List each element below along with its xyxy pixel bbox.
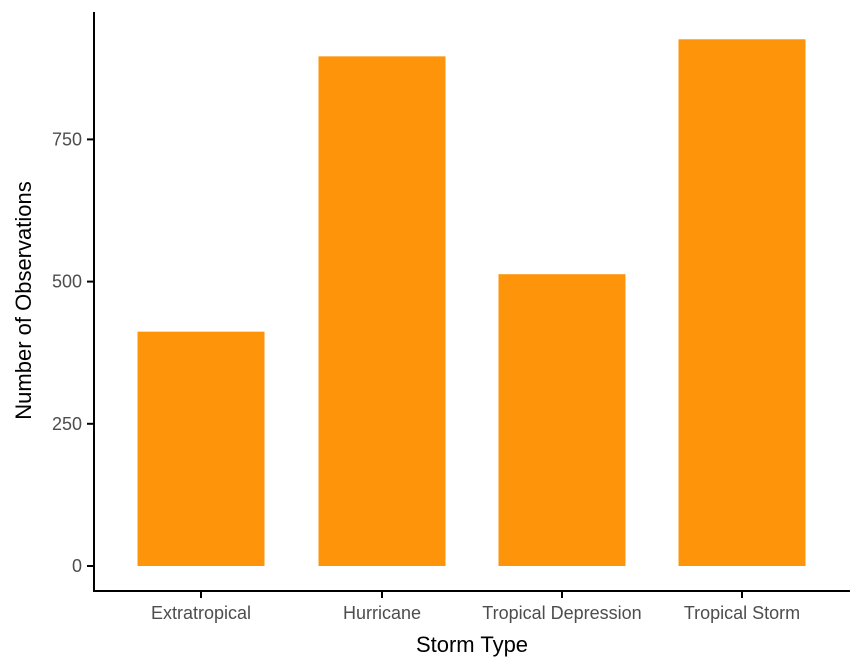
y-tick-label: 250 — [52, 414, 82, 434]
x-axis-title: Storm Type — [416, 632, 528, 657]
bar — [678, 39, 806, 566]
bars-group — [137, 39, 806, 567]
x-tick-label: Tropical Storm — [684, 603, 800, 623]
x-tick-label: Tropical Depression — [482, 603, 641, 623]
x-tick-label: Extratropical — [151, 603, 251, 623]
bar — [498, 274, 626, 566]
bar — [137, 331, 265, 566]
bar — [318, 56, 446, 567]
y-tick-label: 750 — [52, 129, 82, 149]
y-tick-label: 0 — [72, 556, 82, 576]
x-axis: Extratropical Hurricane Tropical Depressio… — [93, 590, 850, 623]
y-axis-title: Number of Observations — [11, 181, 36, 419]
y-tick-label: 500 — [52, 272, 82, 292]
y-axis: 0 250 500 750 — [52, 12, 95, 592]
x-tick-label: Hurricane — [343, 603, 421, 623]
